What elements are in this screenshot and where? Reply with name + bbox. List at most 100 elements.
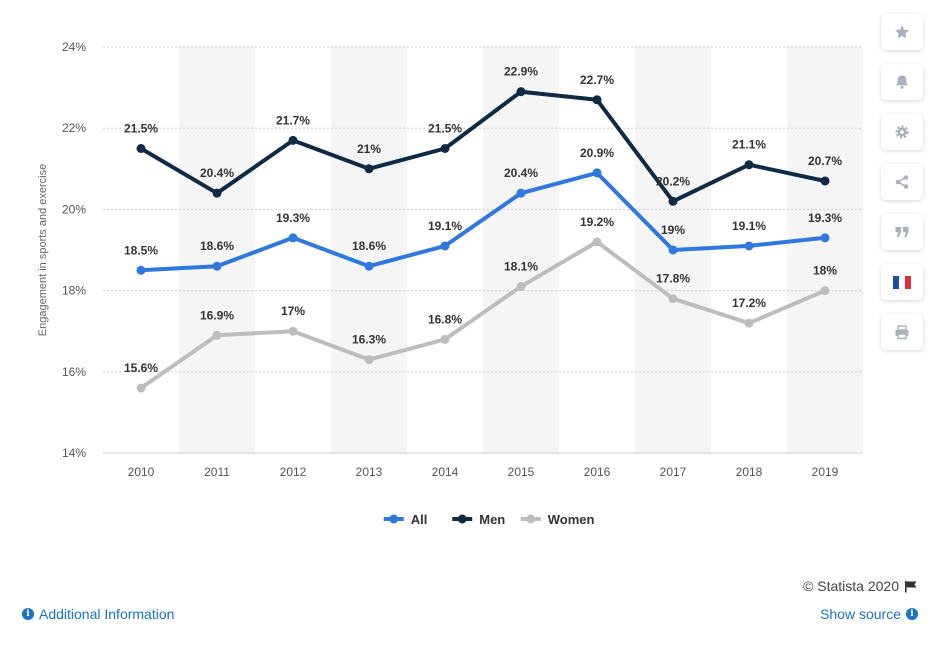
data-point-women[interactable] (820, 286, 830, 296)
y-axis-label: Engagement in sports and exercise (37, 164, 49, 336)
french-flag-icon (893, 275, 911, 289)
copyright-text: © Statista 2020 (803, 578, 899, 594)
info-icon: i (22, 608, 34, 620)
favorite-button[interactable] (881, 14, 923, 50)
flag-icon (905, 580, 917, 592)
data-label-women: 18.1% (504, 260, 538, 274)
data-point-all[interactable] (364, 261, 374, 271)
print-button[interactable] (881, 314, 923, 350)
share-icon (895, 175, 909, 189)
data-point-men[interactable] (440, 144, 450, 153)
x-tick-label: 2010 (128, 465, 155, 479)
side-toolbar (881, 14, 925, 364)
data-point-women[interactable] (212, 330, 222, 340)
additional-information-label: Additional Information (39, 606, 175, 622)
star-icon (895, 25, 909, 39)
legend-label: Women (548, 512, 595, 527)
background-band (331, 47, 407, 453)
data-point-women[interactable] (668, 294, 678, 304)
share-button[interactable] (881, 164, 923, 200)
data-label-women: 17.8% (656, 272, 690, 286)
data-label-men: 21.5% (124, 122, 158, 136)
data-label-women: 16.3% (352, 333, 386, 347)
data-point-women[interactable] (516, 282, 526, 292)
y-tick-label: 20% (62, 202, 86, 216)
data-point-women[interactable] (744, 318, 754, 328)
show-source-link[interactable]: Show source i (820, 606, 918, 622)
data-point-all[interactable] (136, 265, 146, 275)
data-label-all: 18.6% (352, 239, 386, 253)
legend-item-men[interactable]: Men (452, 512, 505, 527)
data-label-all: 19.3% (808, 211, 842, 225)
data-label-all: 19.1% (428, 219, 462, 233)
cite-button[interactable] (881, 214, 923, 250)
x-tick-label: 2017 (660, 465, 687, 479)
data-label-all: 20.9% (580, 146, 614, 160)
info-icon: i (906, 608, 918, 620)
y-tick-label: 14% (62, 446, 86, 460)
language-button[interactable] (881, 264, 923, 300)
data-label-men: 21% (357, 142, 381, 156)
x-tick-label: 2013 (356, 465, 383, 479)
data-label-all: 20.4% (504, 166, 538, 180)
gear-icon (895, 125, 909, 139)
data-label-men: 20.2% (656, 174, 690, 188)
data-point-women[interactable] (136, 383, 146, 393)
legend-item-all[interactable]: All (383, 512, 428, 527)
data-point-men[interactable] (820, 176, 830, 186)
copyright: © Statista 2020 (803, 578, 918, 594)
background-band (179, 47, 255, 453)
line-chart: 14% 16% 18% 20% 22% 24% 2010 2011 2012 2013 2014 2… (37, 40, 863, 527)
data-label-all: 18.5% (124, 243, 158, 257)
data-label-all: 18.6% (200, 239, 234, 253)
notification-button[interactable] (881, 64, 923, 100)
bell-icon (896, 75, 908, 89)
x-tick-label: 2011 (204, 465, 230, 479)
data-label-women: 16.9% (200, 308, 234, 322)
data-point-all[interactable] (440, 241, 450, 251)
x-tick-label: 2016 (584, 465, 611, 479)
data-point-all[interactable] (288, 233, 298, 243)
data-label-men: 22.7% (580, 73, 614, 87)
data-point-all[interactable] (668, 245, 678, 255)
legend-swatch-marker (457, 514, 467, 524)
legend-label: All (411, 512, 428, 527)
series-line-men (139, 89, 827, 204)
data-point-men[interactable] (592, 95, 602, 105)
y-tick-label: 16% (62, 365, 86, 379)
data-point-men[interactable] (668, 196, 678, 206)
legend-item-women[interactable]: Women (520, 512, 595, 527)
data-label-men: 21.1% (732, 138, 766, 152)
background-band (787, 47, 863, 453)
data-label-women: 19.2% (580, 215, 614, 229)
data-point-all[interactable] (820, 233, 830, 243)
data-point-men[interactable] (516, 87, 526, 97)
data-label-women: 17.2% (732, 296, 766, 310)
data-point-men[interactable] (212, 188, 222, 198)
data-label-men: 21.7% (276, 113, 310, 127)
data-label-women: 18% (813, 264, 837, 278)
x-tick-label: 2014 (432, 465, 459, 479)
show-source-label: Show source (820, 606, 901, 622)
data-point-all[interactable] (516, 188, 526, 198)
x-tick-label: 2019 (812, 465, 839, 479)
data-point-women[interactable] (592, 237, 602, 247)
data-point-all[interactable] (592, 168, 602, 178)
data-point-all[interactable] (212, 261, 222, 271)
data-point-men[interactable] (136, 144, 146, 153)
data-point-men[interactable] (364, 164, 374, 174)
x-tick-label: 2018 (736, 465, 763, 479)
settings-button[interactable] (881, 114, 923, 150)
data-point-men[interactable] (288, 135, 298, 145)
series-line-women (139, 239, 827, 390)
series-line-all (139, 170, 827, 273)
data-point-all[interactable] (744, 241, 754, 251)
data-label-women: 15.6% (124, 361, 158, 375)
data-label-men: 20.7% (808, 154, 842, 168)
data-point-men[interactable] (744, 160, 754, 170)
data-point-women[interactable] (364, 355, 374, 365)
data-point-women[interactable] (440, 334, 450, 344)
additional-information-link[interactable]: i Additional Information (22, 606, 174, 622)
data-point-women[interactable] (288, 326, 298, 336)
data-label-women: 17% (281, 304, 305, 318)
